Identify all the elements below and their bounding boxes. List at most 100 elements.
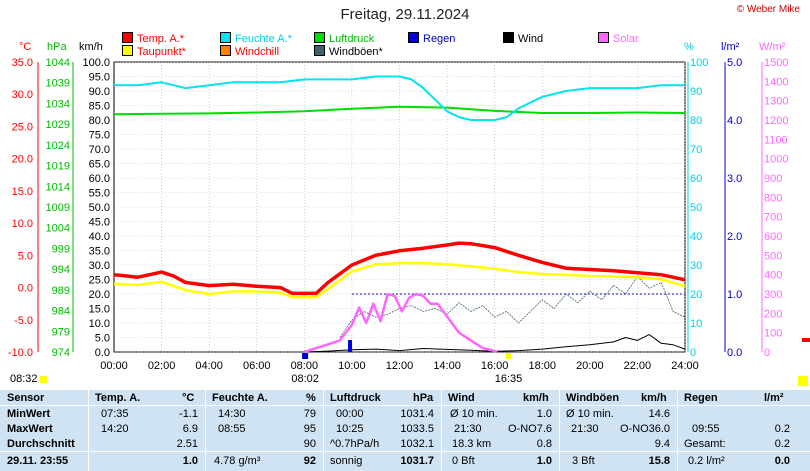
- header-pressure-unit: hPa: [413, 392, 434, 404]
- current-weather-state: sonnig: [330, 455, 363, 467]
- rain_lm2-tick-label: 1.0: [727, 289, 742, 301]
- temp_c-tick-label: 25.0: [12, 121, 33, 133]
- pressure_hpa-tick-label: 1019: [46, 161, 70, 173]
- pressure_hpa-tick-label: 1044: [46, 57, 70, 69]
- row-label-max: MaxWert: [7, 423, 53, 435]
- pressure_hpa-tick-label: 994: [52, 264, 70, 276]
- solar_wm2-tick-label: 1200: [764, 115, 788, 127]
- pressure_hpa-tick-label: 974: [52, 347, 70, 359]
- solar_wm2-tick-label: 700: [764, 212, 782, 224]
- humidity_pct-tick-label: 10: [690, 318, 702, 330]
- wind_kmh-tick-label: 95.0: [89, 72, 110, 84]
- max-hum-value: 95: [303, 423, 316, 435]
- legend-solar-swatch: [598, 32, 609, 43]
- unit-temp: °C: [19, 41, 32, 53]
- solar_wm2-tick-label: 200: [764, 308, 782, 320]
- legend-solar: Solar: [598, 32, 639, 45]
- current-value-marker: [802, 338, 810, 342]
- legend-humidity: Feuchte A.*: [220, 32, 292, 45]
- pressure_hpa-tick-label: 1029: [46, 119, 70, 131]
- x-tick-label: 02:00: [148, 360, 176, 372]
- series-line-taupunkt: [113, 261, 686, 299]
- temp_c-tick-label: 30.0: [12, 89, 33, 101]
- max-wind-time: 21:30: [454, 423, 482, 435]
- temp_c-tick-label: 15.0: [12, 186, 33, 198]
- min-hum-time: 14:30: [218, 408, 246, 420]
- rain-bar: [348, 340, 353, 352]
- wind_kmh-tick-label: 80.0: [89, 115, 110, 127]
- legend-rain: Regen: [408, 32, 455, 45]
- current-press-value: 1031.7: [400, 455, 434, 467]
- row-label-avg: Durchschnitt: [7, 438, 75, 450]
- temp_c-tick-label: 20.0: [12, 154, 33, 166]
- header-rain: Regen: [684, 392, 718, 404]
- current-hum-value: 92: [303, 455, 316, 467]
- pressure_hpa-tick-label: 999: [52, 243, 70, 255]
- humidity_pct-tick-label: 0: [690, 347, 696, 359]
- avg-wind-distance: 18.3 km: [452, 438, 492, 450]
- pressure_hpa-tick-label: 1014: [46, 181, 70, 193]
- solar_wm2-tick-label: 300: [764, 289, 782, 301]
- x-axis-labels: 00:00 02:00 04:00 06:00 08:00 10:00 12:00 14:00…: [10, 338, 810, 386]
- header-humidity: Feuchte A.: [212, 392, 268, 404]
- weather-chart: 35.0 30.0 25.0 20.0 15.0 10.0 5.0 0.0 -5.0 -10.0 1…: [8, 57, 810, 386]
- max-wind-direction: O-NO: [508, 423, 537, 435]
- series-line-solar: [303, 292, 498, 354]
- x-tick-label: 04:00: [195, 360, 223, 372]
- solar_wm2-tick-label: 500: [764, 250, 782, 262]
- wind_kmh-tick-label: 10.0: [89, 318, 110, 330]
- max-wind-value: 7.6: [536, 423, 552, 435]
- wind_kmh-tick-label: 0.0: [95, 347, 110, 359]
- sun-marker-label: 16:35: [495, 373, 523, 385]
- max-temp-value: 6.9: [182, 423, 198, 435]
- current-gust-bft: 3 Bft: [572, 455, 595, 467]
- pressure_hpa-tick-label: 984: [52, 306, 70, 318]
- series-line-windb-en: [339, 276, 686, 338]
- solar_wm2-tick-label: 800: [764, 192, 782, 204]
- temp_c-tick-label: -5.0: [14, 315, 33, 327]
- min-press-time: 00:00: [336, 408, 364, 420]
- current-wind-value: 1.0: [536, 455, 552, 467]
- solar_wm2-tick-label: 400: [764, 270, 782, 282]
- solar_wm2-tick-label: 1100: [764, 134, 788, 146]
- sun-marker-label: 08:02: [291, 373, 319, 385]
- solar_wm2-tick-label: 900: [764, 173, 782, 185]
- legend-wind: Wind: [503, 32, 543, 45]
- sunrise-left-label: 08:32: [10, 373, 38, 385]
- max-rain-value: 0.2: [774, 423, 790, 435]
- series-line-temp-a: [113, 241, 686, 296]
- pressure_hpa-tick-label: 1039: [46, 78, 70, 90]
- header-pressure: Luftdruck: [330, 392, 381, 404]
- current-gust-value: 15.8: [648, 455, 670, 467]
- humidity_pct-tick-label: 20: [690, 289, 702, 301]
- solar_wm2-tick-label: 1300: [764, 96, 788, 108]
- table-divider: [323, 390, 324, 471]
- x-tick-label: 16:00: [481, 360, 509, 372]
- header-rain-unit: l/m²: [764, 392, 784, 404]
- pressure_hpa-tick-label: 1004: [46, 223, 70, 235]
- avg-press-trend: ^0.7hPa/h: [330, 438, 380, 450]
- wind_kmh-tick-label: 50.0: [89, 202, 110, 214]
- avg-press-value: 1032.1: [400, 438, 434, 450]
- wind_kmh-tick-label: 5.0: [95, 333, 110, 345]
- legend-humidity-swatch: [220, 32, 231, 43]
- table-divider: [0, 405, 810, 406]
- sun-marker: [302, 353, 309, 359]
- humidity_pct-tick-label: 40: [690, 231, 702, 243]
- wind_kmh-tick-label: 100.0: [82, 57, 110, 69]
- avg-gust-value: 9.4: [654, 438, 670, 450]
- series-line-wind: [304, 334, 686, 353]
- avg-temp-value: 2.51: [176, 438, 198, 450]
- legend-dewpoint-swatch: [122, 45, 133, 56]
- wind_kmh-tick-label: 55.0: [89, 188, 110, 200]
- table-divider: [205, 390, 206, 471]
- series-line-luftdruck: [113, 105, 686, 116]
- header-temp: Temp. A.: [95, 392, 141, 404]
- pressure_hpa-tick-label: 1024: [46, 140, 70, 152]
- current-temp-value: 1.0: [182, 455, 198, 467]
- chart-axes: 35.0 30.0 25.0 20.0 15.0 10.0 5.0 0.0 -5.0 -10.0 1…: [8, 57, 789, 359]
- max-gust-direction: O-NO: [620, 423, 649, 435]
- temp_c-tick-label: 5.0: [18, 250, 33, 262]
- legend-gusts: Windböen*: [314, 45, 383, 58]
- wind_kmh-tick-label: 70.0: [89, 144, 110, 156]
